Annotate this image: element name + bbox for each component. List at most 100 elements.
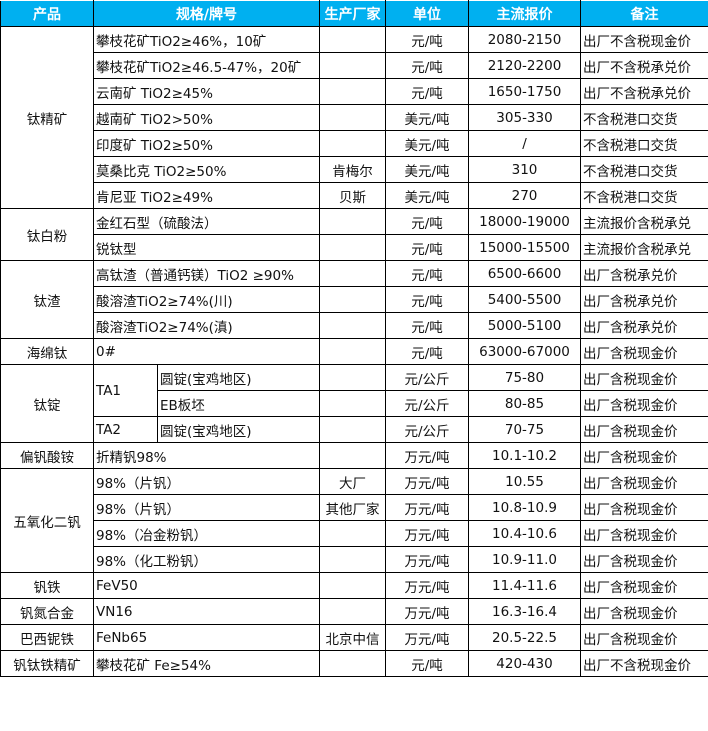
price-cell: /	[468, 130, 581, 157]
maker-cell	[319, 546, 386, 573]
product-cell: 钒铁	[0, 572, 94, 599]
maker-cell	[319, 598, 386, 625]
unit-cell: 万元/吨	[385, 442, 469, 469]
unit-cell: 元/吨	[385, 260, 469, 287]
note-cell: 出厂含税现金价	[580, 338, 708, 365]
spec-cell: 攀枝花矿TiO2≥46%，10矿	[93, 26, 320, 53]
note-cell: 不含税港口交货	[580, 182, 708, 209]
note-cell: 出厂含税承兑价	[580, 260, 708, 287]
unit-cell: 元/吨	[385, 650, 469, 677]
table-row: 98%（化工粉钒） 万元/吨 10.9-11.0 出厂含税现金价	[1, 546, 708, 573]
spec-cell: 肯尼亚 TiO2≥49%	[93, 182, 320, 209]
price-cell: 2120-2200	[468, 52, 581, 79]
note-cell: 不含税港口交货	[580, 104, 708, 131]
product-cell: 钛精矿	[0, 26, 94, 209]
unit-cell: 元/吨	[385, 312, 469, 339]
product-cell: 五氧化二钒	[0, 468, 94, 573]
spec-cell: 攀枝花矿TiO2≥46.5-47%，20矿	[93, 52, 320, 79]
price-cell: 310	[468, 156, 581, 183]
price-cell: 70-75	[468, 416, 581, 443]
unit-cell: 万元/吨	[385, 520, 469, 547]
table-row: TA2 圆锭(宝鸡地区) 元/公斤 70-75 出厂含税现金价	[1, 416, 708, 443]
table-row: 钒铁 FeV50 万元/吨 11.4-11.6 出厂含税现金价	[0, 572, 708, 599]
header-unit: 单位	[385, 0, 469, 27]
spec-cell: 锐钛型	[93, 234, 320, 261]
price-cell: 80-85	[468, 390, 581, 417]
unit-cell: 美元/吨	[385, 130, 469, 157]
spec-cell: 98%（冶金粉钒）	[93, 520, 320, 547]
price-cell: 10.4-10.6	[468, 520, 581, 547]
note-cell: 出厂不含税承兑价	[580, 52, 708, 79]
product-cell: 钒氮合金	[0, 598, 94, 625]
unit-cell: 元/吨	[385, 208, 469, 235]
spec-cell: VN16	[93, 598, 320, 625]
spec-cell: 圆锭(宝鸡地区)	[157, 416, 320, 443]
product-cell: 海绵钛	[0, 338, 94, 365]
maker-cell	[319, 390, 386, 417]
product-cell: 偏钒酸铵	[0, 442, 94, 469]
price-cell: 18000-19000	[468, 208, 581, 235]
table-row: 钒氮合金 VN16 万元/吨 16.3-16.4 出厂含税现金价	[0, 598, 708, 625]
price-cell: 10.55	[468, 468, 581, 495]
price-cell: 15000-15500	[468, 234, 581, 261]
grade-cell: TA2	[93, 416, 158, 443]
price-table: 产品 规格/牌号 生产厂家 单位 主流报价 备注 钛精矿 攀枝花矿TiO2≥46%…	[0, 0, 708, 677]
note-cell: 不含税港口交货	[580, 130, 708, 157]
table-body: 钛精矿 攀枝花矿TiO2≥46%，10矿元/吨 2080-2150 出厂不含税现金价 攀…	[0, 26, 708, 677]
unit-cell: 元/吨	[385, 338, 469, 365]
table-row: 偏钒酸铵 折精钒98% 万元/吨 10.1-10.2 出厂含税现金价	[0, 442, 708, 469]
spec-cell: 98%（片钒）	[93, 468, 320, 495]
table-row: 巴西铌铁 FeNb65 北京中信 万元/吨 20.5-22.5 出厂含税现金价	[0, 624, 708, 651]
maker-cell: 其他厂家	[319, 494, 386, 521]
price-cell: 16.3-16.4	[468, 598, 581, 625]
header-spec: 规格/牌号	[93, 0, 320, 27]
price-cell: 270	[468, 182, 581, 209]
product-cell: 钒钛铁精矿	[0, 650, 94, 677]
table-row: 越南矿 TiO2>50% 美元/吨 305-330 不含税港口交货	[1, 104, 708, 131]
product-cell: 巴西铌铁	[0, 624, 94, 651]
spec-cell: 酸溶渣TiO2≥74%(川)	[93, 286, 320, 313]
unit-cell: 万元/吨	[385, 598, 469, 625]
spec-cell: 98%（片钒）	[93, 494, 320, 521]
price-cell: 5000-5100	[468, 312, 581, 339]
price-cell: 2080-2150	[468, 26, 581, 53]
note-cell: 出厂不含税现金价	[580, 650, 708, 677]
table-row: 五氧化二钒 98%（片钒） 大厂 万元/吨 10.55 出厂含税现金价	[0, 468, 708, 573]
table-row: 98%（冶金粉钒） 万元/吨 10.4-10.6 出厂含税现金价	[1, 520, 708, 547]
note-cell: 出厂含税现金价	[580, 598, 708, 625]
spec-cell: 云南矿 TiO2≥45%	[93, 78, 320, 105]
maker-cell: 贝斯	[319, 182, 386, 209]
spec-cell: FeNb65	[93, 624, 320, 651]
table-row: 莫桑比克 TiO2≥50% 肯梅尔 美元/吨 310 不含税港口交货	[1, 156, 708, 183]
product-cell: 钛白粉	[0, 208, 94, 261]
maker-cell	[319, 520, 386, 547]
maker-cell: 大厂	[319, 468, 386, 495]
price-cell: 63000-67000	[468, 338, 581, 365]
price-cell: 6500-6600	[468, 260, 581, 287]
spec-cell: 莫桑比克 TiO2≥50%	[93, 156, 320, 183]
spec-cell: FeV50	[93, 572, 320, 599]
spec-cell: 98%（化工粉钒）	[93, 546, 320, 573]
maker-cell	[319, 286, 386, 313]
table-row: 印度矿 TiO2≥50% 美元/吨 / 不含税港口交货	[1, 130, 708, 157]
price-cell: 305-330	[468, 104, 581, 131]
table-row: 钛锭 TA1 圆锭(宝鸡地区) 元/公斤 75-80 出厂含税现金价	[0, 364, 708, 443]
maker-cell	[319, 104, 386, 131]
header-row: 产品 规格/牌号 生产厂家 单位 主流报价 备注	[0, 0, 708, 27]
spec-cell: 折精钒98%	[93, 442, 320, 469]
note-cell: 出厂含税现金价	[580, 416, 708, 443]
spec-cell: 高钛渣（普通钙镁）TiO2 ≥90%	[93, 260, 320, 287]
note-cell: 出厂含税现金价	[580, 572, 708, 599]
table-row: 钒钛铁精矿 攀枝花矿 Fe≥54% 元/吨 420-430 出厂不含税现金价	[0, 650, 708, 677]
unit-cell: 万元/吨	[385, 572, 469, 599]
spec-cell: 酸溶渣TiO2≥74%(滇)	[93, 312, 320, 339]
table-row: 攀枝花矿TiO2≥46.5-47%，20矿 元/吨 2120-2200 出厂不含税承兑…	[1, 52, 708, 79]
maker-cell	[319, 208, 386, 235]
table-row: 锐钛型 元/吨 15000-15500 主流报价含税承兑	[1, 234, 708, 261]
maker-cell	[319, 234, 386, 261]
unit-cell: 美元/吨	[385, 182, 469, 209]
unit-cell: 元/吨	[385, 286, 469, 313]
spec-cell: EB板坯	[157, 390, 320, 417]
spec-cell: 0#	[93, 338, 320, 365]
price-cell: 20.5-22.5	[468, 624, 581, 651]
